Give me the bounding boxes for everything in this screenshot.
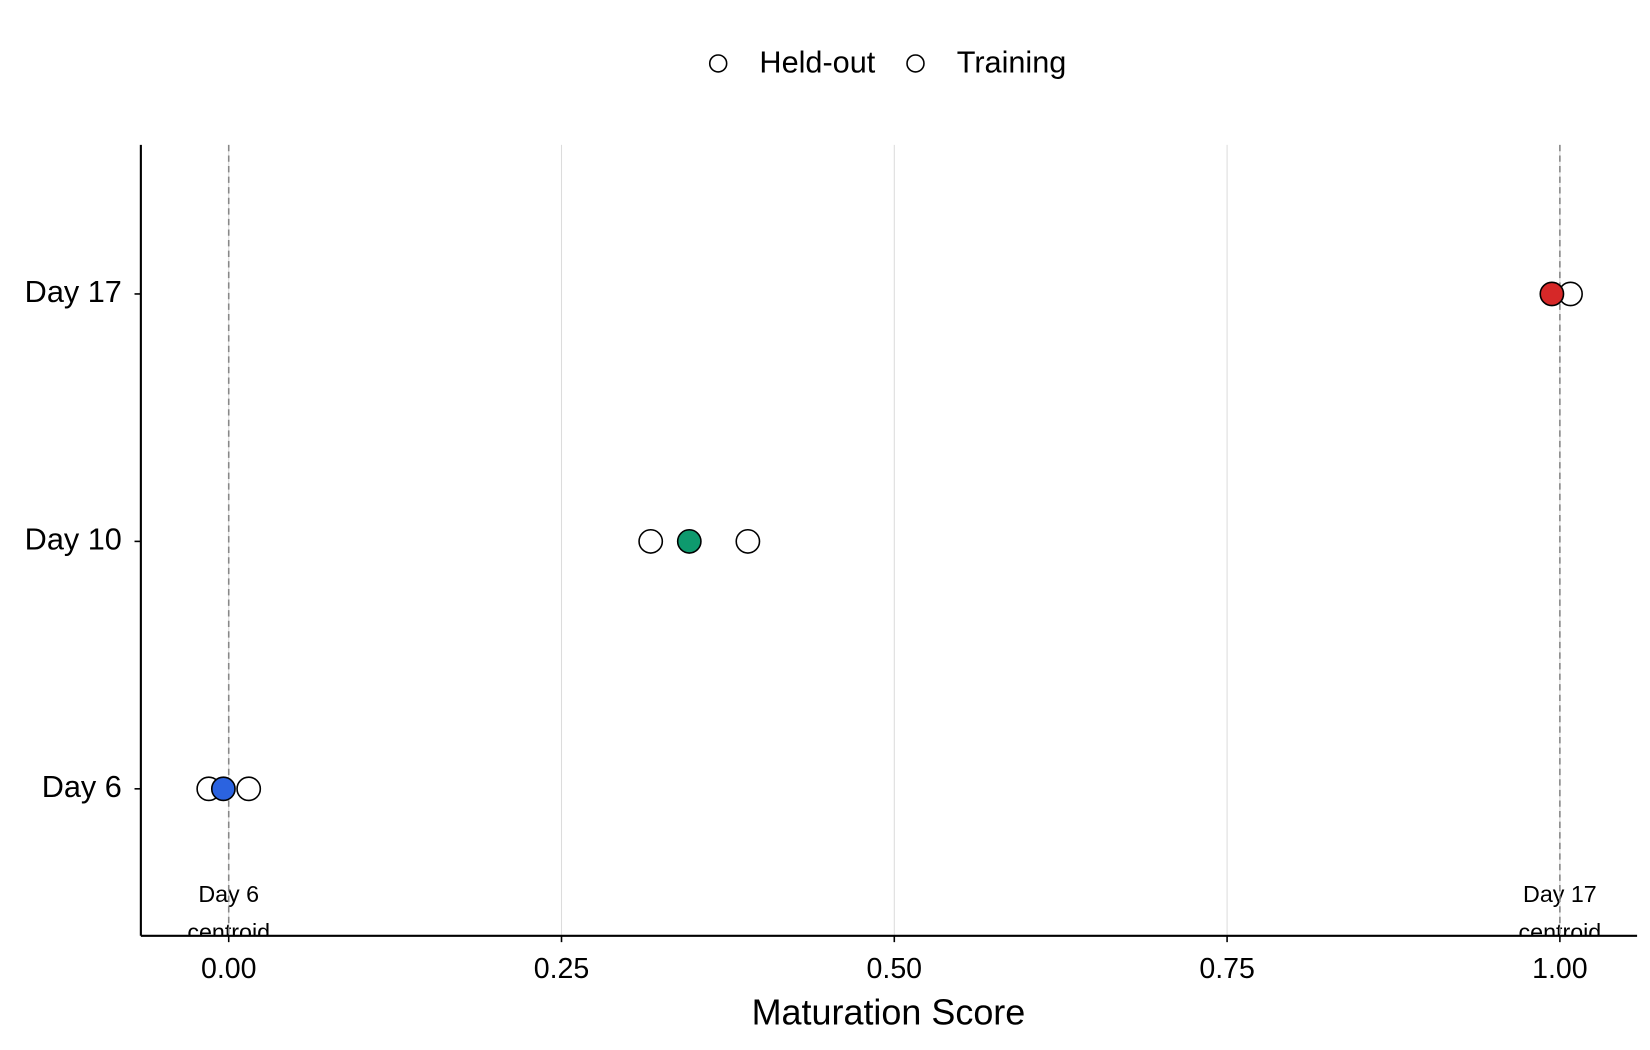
legend-label: Held-out	[759, 46, 875, 80]
point	[210, 776, 236, 802]
point	[638, 528, 664, 554]
point	[676, 528, 702, 554]
legend-label: Training	[957, 46, 1067, 80]
point	[1539, 281, 1565, 307]
reference-label: Day 17	[1523, 881, 1597, 907]
legend-symbol	[708, 54, 728, 73]
reference-label: Day 6	[198, 881, 259, 907]
x-tick-label: 0.50	[867, 953, 923, 985]
x-tick-label: 0.25	[534, 953, 590, 985]
y-tick-label: Day 17	[25, 275, 122, 309]
x-tick-label: 0.00	[201, 953, 257, 985]
y-tick-label: Day 6	[42, 770, 122, 804]
x-tick-label: 0.75	[1199, 953, 1255, 985]
point	[735, 528, 761, 554]
legend-symbol	[906, 54, 925, 73]
x-axis-title: Maturation Score	[752, 992, 1026, 1033]
y-tick-label: Day 10	[25, 522, 122, 556]
reference-label: centroid	[1519, 919, 1602, 945]
x-tick-label: 1.00	[1532, 953, 1588, 985]
point	[236, 776, 262, 802]
reference-label: centroid	[187, 919, 270, 945]
